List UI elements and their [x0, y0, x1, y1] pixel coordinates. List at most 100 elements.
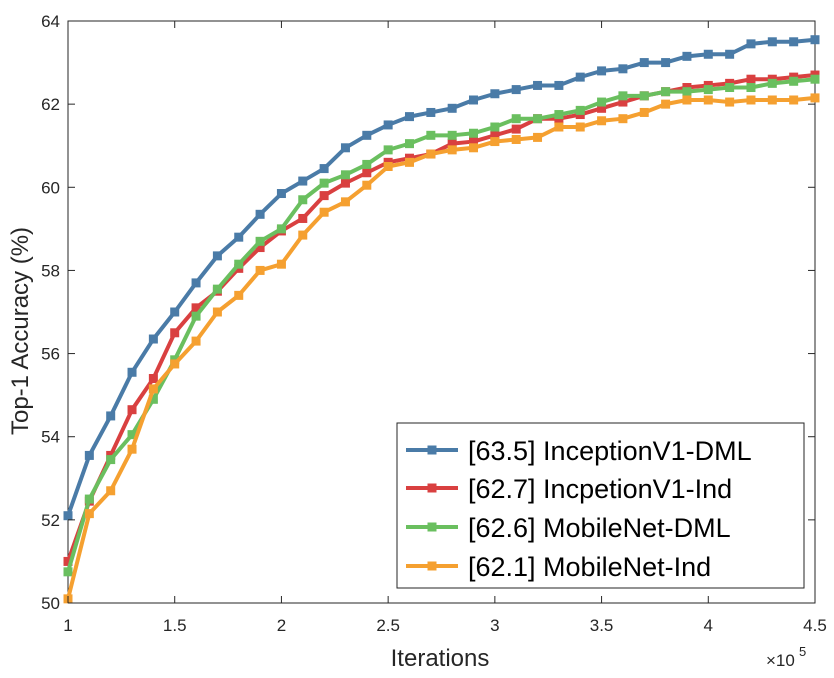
data-point-inceptionv1-dml	[703, 49, 713, 59]
y-tick-label: 56	[41, 345, 60, 364]
data-point-inceptionv1-dml	[106, 411, 116, 421]
data-point-inceptionv1-dml	[170, 307, 180, 317]
data-point-incpetionv1-ind	[597, 103, 607, 113]
data-point-mobilenet-ind	[661, 99, 671, 109]
data-point-mobilenet-ind	[298, 230, 308, 240]
data-point-mobilenet-dml	[447, 130, 457, 140]
data-point-mobilenet-ind	[106, 486, 116, 496]
data-point-mobilenet-ind	[810, 93, 820, 103]
data-point-mobilenet-ind	[276, 259, 286, 269]
data-point-inceptionv1-dml	[511, 85, 521, 95]
data-point-mobilenet-dml	[511, 114, 521, 124]
x-tick-label: 3.5	[590, 616, 614, 635]
data-point-inceptionv1-dml	[84, 450, 94, 460]
data-point-inceptionv1-dml	[447, 103, 457, 113]
data-point-mobilenet-ind	[170, 359, 180, 369]
data-point-inceptionv1-dml	[746, 39, 756, 49]
data-point-incpetionv1-ind	[255, 243, 265, 253]
data-point-mobilenet-ind	[212, 307, 222, 317]
data-point-mobilenet-ind	[234, 290, 244, 300]
data-point-mobilenet-ind	[767, 95, 777, 105]
ticks-layer: 1 1.5 2 2.5 3 3.5 4 4.5 50 52 54 56 58 60 62 64	[41, 12, 827, 635]
data-point-mobilenet-ind	[490, 137, 500, 147]
x-tick-label: 2	[277, 616, 286, 635]
x-tick-label: 3	[490, 616, 499, 635]
y-tick-label: 64	[41, 12, 60, 31]
data-point-mobilenet-ind	[127, 444, 137, 454]
data-point-inceptionv1-dml	[490, 89, 500, 99]
legend-marker-inceptionv1-dml	[427, 445, 437, 455]
data-point-inceptionv1-dml	[362, 130, 372, 140]
data-point-inceptionv1-dml	[597, 66, 607, 76]
legend-marker-mobilenet-ind	[427, 561, 437, 571]
y-axis-label: Top-1 Accuracy (%)	[7, 227, 34, 435]
data-point-mobilenet-dml	[319, 178, 329, 188]
data-point-mobilenet-ind	[639, 107, 649, 117]
legend-entry-inceptionv1-dml: [63.5] InceptionV1-DML	[406, 436, 752, 466]
data-point-mobilenet-ind	[533, 132, 543, 142]
data-point-mobilenet-dml	[725, 83, 735, 93]
data-point-mobilenet-dml	[106, 455, 116, 465]
data-point-incpetionv1-ind	[340, 178, 350, 188]
legend-label-mobilenet-ind: [62.1] MobileNet-Ind	[468, 552, 711, 582]
data-point-mobilenet-ind	[255, 265, 265, 275]
data-point-mobilenet-ind	[597, 116, 607, 126]
x-tick-label: 4.5	[803, 616, 827, 635]
data-point-inceptionv1-dml	[298, 176, 308, 186]
series-layer	[63, 35, 820, 604]
legend-label-inceptionv1-dml: [63.5] InceptionV1-DML	[468, 436, 752, 466]
x-tick-label: 2.5	[376, 616, 400, 635]
legend-entry-mobilenet-ind: [62.1] MobileNet-Ind	[406, 552, 711, 582]
data-point-inceptionv1-dml	[383, 120, 393, 130]
data-point-mobilenet-dml	[746, 83, 756, 93]
data-point-mobilenet-dml	[84, 494, 94, 504]
data-point-incpetionv1-ind	[319, 191, 329, 201]
data-point-inceptionv1-dml	[63, 511, 73, 521]
data-point-inceptionv1-dml	[469, 95, 479, 105]
data-point-mobilenet-dml	[639, 91, 649, 101]
x-axis-label: Iterations	[391, 645, 490, 672]
legend-entry-incpetionv1-ind: [62.7] IncpetionV1-Ind	[406, 474, 732, 504]
data-point-incpetionv1-ind	[362, 168, 372, 178]
data-point-mobilenet-ind	[340, 197, 350, 207]
data-point-mobilenet-dml	[234, 259, 244, 269]
data-point-mobilenet-ind	[362, 180, 372, 190]
data-point-mobilenet-dml	[276, 224, 286, 234]
data-point-inceptionv1-dml	[533, 80, 543, 90]
data-point-inceptionv1-dml	[148, 334, 158, 344]
data-point-mobilenet-dml	[682, 87, 692, 97]
data-point-mobilenet-ind	[84, 509, 94, 519]
data-point-inceptionv1-dml	[255, 209, 265, 219]
x-tick-label: 1	[63, 616, 72, 635]
data-point-mobilenet-dml	[661, 87, 671, 97]
data-point-inceptionv1-dml	[767, 37, 777, 47]
y-tick-label: 58	[41, 261, 60, 280]
data-point-mobilenet-ind	[383, 162, 393, 171]
data-point-mobilenet-dml	[810, 74, 820, 84]
series-inceptionv1-dml	[63, 35, 820, 521]
series-mobilenet-dml	[63, 74, 820, 577]
data-point-inceptionv1-dml	[276, 189, 286, 199]
data-point-mobilenet-ind	[319, 207, 329, 217]
data-point-mobilenet-dml	[490, 122, 500, 132]
data-point-inceptionv1-dml	[725, 49, 735, 59]
data-point-mobilenet-dml	[533, 114, 543, 124]
data-point-mobilenet-ind	[703, 95, 713, 105]
data-point-incpetionv1-ind	[63, 556, 73, 566]
data-point-mobilenet-dml	[703, 85, 713, 95]
data-point-mobilenet-ind	[191, 336, 201, 346]
data-point-inceptionv1-dml	[554, 80, 564, 90]
y-tick-label: 52	[41, 511, 60, 530]
data-point-inceptionv1-dml	[575, 72, 585, 82]
data-point-inceptionv1-dml	[426, 107, 436, 117]
y-tick-label: 60	[41, 178, 60, 197]
y-tick-label: 62	[41, 95, 60, 114]
x-tick-label: 4	[704, 616, 713, 635]
data-point-incpetionv1-ind	[298, 213, 308, 223]
data-point-mobilenet-dml	[212, 284, 222, 294]
legend: [63.5] InceptionV1-DML [62.7] IncpetionV…	[396, 422, 805, 589]
legend-entry-mobilenet-dml: [62.6] MobileNet-DML	[406, 513, 731, 543]
legend-marker-mobilenet-dml	[427, 522, 437, 532]
data-point-incpetionv1-ind	[490, 130, 500, 140]
